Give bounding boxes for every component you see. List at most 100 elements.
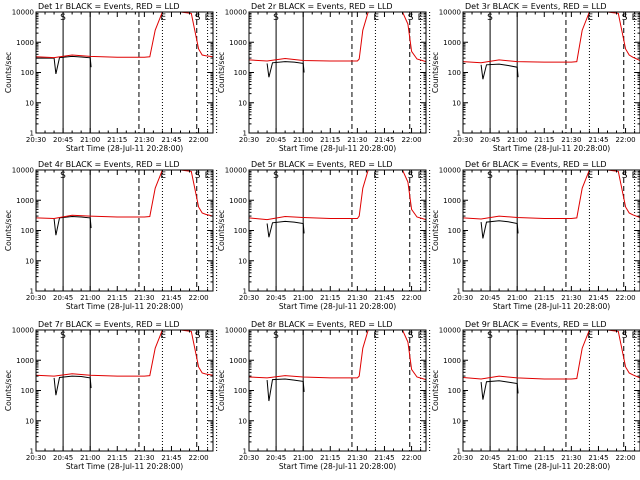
x-tick-label: 21:00: [293, 136, 313, 144]
y-tick-label: 1000: [443, 39, 461, 47]
x-tick-label: 21:15: [320, 136, 340, 144]
start-marker-label: S: [622, 331, 628, 341]
y-tick-label: 1000: [229, 357, 247, 365]
y-tick-label: 1000: [16, 357, 34, 365]
y-tick-label: 1: [243, 130, 247, 138]
x-axis-label: Start Time (28-Jul-11 20:28:00): [66, 302, 183, 311]
x-tick-label: 21:30: [561, 454, 581, 462]
x-tick-label: 21:15: [534, 294, 554, 302]
x-tick-label: 20:30: [26, 454, 46, 462]
x-tick-label: 21:15: [107, 136, 127, 144]
chart-title: Det 9r BLACK = Events, RED = LLD: [465, 320, 607, 329]
x-tick-label: 22:00: [188, 294, 208, 302]
end-marker-label: E: [632, 331, 638, 341]
x-axis-label: Start Time (28-Jul-11 20:28:00): [493, 462, 610, 471]
y-tick-label: 10000: [225, 327, 247, 335]
x-tick-label: 20:30: [239, 294, 259, 302]
start-marker-label: S: [195, 171, 201, 181]
x-tick-label: 21:15: [107, 294, 127, 302]
x-tick-label: 21:15: [534, 454, 554, 462]
end-marker-label: E: [205, 171, 211, 181]
y-tick-label: 1: [243, 448, 247, 456]
start-marker-label: S: [487, 331, 493, 341]
x-tick-label: 21:30: [134, 454, 154, 462]
y-tick-label: 10000: [12, 327, 34, 335]
end-marker-label: E: [418, 331, 424, 341]
end-marker-label: E: [418, 13, 424, 23]
x-tick-label: 21:30: [134, 136, 154, 144]
y-tick-label: 1000: [443, 197, 461, 205]
y-axis-label: Counts/sec: [4, 52, 13, 93]
x-tick-label: 21:45: [161, 294, 181, 302]
events-series-line: [36, 55, 92, 75]
y-tick-label: 1000: [16, 197, 34, 205]
x-tick-label: 21:45: [161, 136, 181, 144]
end-marker-label: E: [373, 171, 379, 181]
x-tick-label: 20:45: [266, 294, 286, 302]
start-marker-label: S: [273, 171, 279, 181]
end-marker-label: E: [587, 13, 593, 23]
events-series-line: [53, 215, 92, 236]
y-tick-label: 10000: [225, 167, 247, 175]
x-tick-label: 20:30: [453, 454, 473, 462]
events-series-line: [266, 378, 305, 402]
y-axis-label: Counts/sec: [431, 210, 440, 251]
y-tick-label: 10: [452, 99, 461, 107]
start-marker-label: S: [60, 171, 66, 181]
y-tick-label: 100: [234, 227, 247, 235]
y-tick-label: 10: [25, 99, 34, 107]
y-axis-label: Counts/sec: [217, 370, 226, 411]
y-tick-label: 10000: [439, 167, 461, 175]
end-marker-label: E: [587, 331, 593, 341]
y-tick-label: 1: [457, 130, 461, 138]
start-marker-label: S: [195, 13, 201, 23]
x-tick-label: 21:00: [80, 294, 100, 302]
x-tick-label: 21:45: [374, 136, 394, 144]
x-tick-label: 21:15: [107, 454, 127, 462]
chart-title: Det 3r BLACK = Events, RED = LLD: [465, 2, 607, 11]
y-tick-label: 10000: [439, 9, 461, 17]
y-tick-label: 10: [238, 99, 247, 107]
x-axis-label: Start Time (28-Jul-11 20:28:00): [66, 144, 183, 153]
start-marker-label: S: [408, 171, 414, 181]
x-tick-label: 20:45: [53, 136, 73, 144]
plot-frame: [35, 329, 214, 452]
y-tick-label: 10: [452, 257, 461, 265]
x-tick-label: 22:00: [401, 454, 421, 462]
x-tick-label: 21:45: [588, 294, 608, 302]
x-tick-label: 21:45: [588, 136, 608, 144]
y-tick-label: 100: [448, 69, 461, 77]
plot-frame: [462, 329, 640, 452]
x-tick-label: 20:45: [53, 454, 73, 462]
y-tick-label: 10000: [439, 327, 461, 335]
y-tick-label: 100: [21, 227, 34, 235]
x-axis-label: Start Time (28-Jul-11 20:28:00): [279, 144, 396, 153]
y-tick-label: 100: [234, 69, 247, 77]
x-tick-label: 21:45: [374, 294, 394, 302]
plot-frame: [248, 11, 427, 134]
end-marker-label: E: [373, 13, 379, 23]
x-tick-label: 20:30: [26, 136, 46, 144]
y-tick-label: 1000: [16, 39, 34, 47]
x-tick-label: 20:30: [239, 454, 259, 462]
x-tick-label: 21:00: [507, 294, 527, 302]
y-tick-label: 1000: [229, 197, 247, 205]
x-tick-label: 20:45: [480, 294, 500, 302]
start-marker-label: S: [60, 13, 66, 23]
x-tick-label: 22:00: [188, 136, 208, 144]
x-tick-label: 21:15: [320, 294, 340, 302]
start-marker-label: S: [487, 13, 493, 23]
chart-title: Det 2r BLACK = Events, RED = LLD: [251, 2, 393, 11]
x-tick-label: 21:00: [293, 294, 313, 302]
x-tick-label: 22:00: [188, 454, 208, 462]
chart-title: Det 1r BLACK = Events, RED = LLD: [38, 2, 180, 11]
x-tick-label: 22:00: [401, 294, 421, 302]
x-tick-label: 21:30: [347, 454, 367, 462]
y-tick-label: 1: [30, 130, 34, 138]
start-marker-label: S: [622, 13, 628, 23]
y-tick-label: 10000: [225, 9, 247, 17]
x-tick-label: 20:45: [480, 454, 500, 462]
